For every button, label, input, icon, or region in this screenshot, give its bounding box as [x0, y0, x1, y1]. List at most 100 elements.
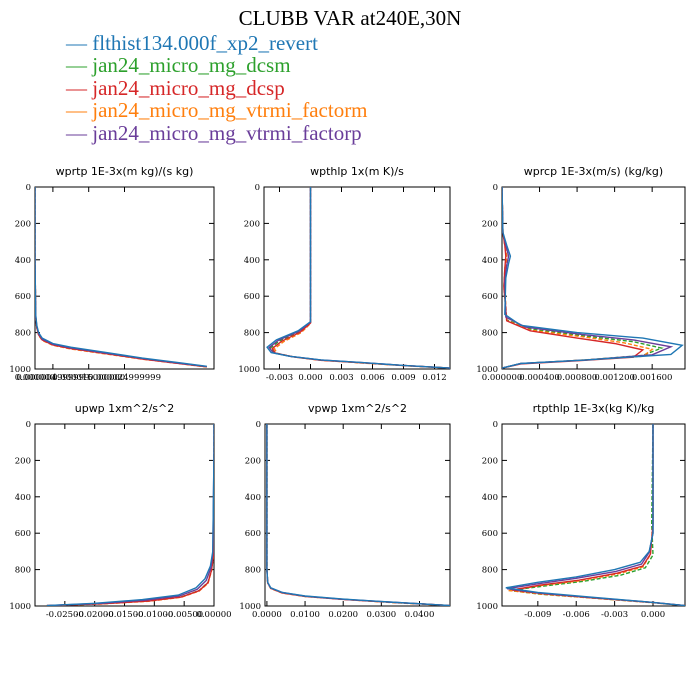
y-tick-label: 600	[15, 529, 31, 539]
x-tick-label: 0.000015000000	[52, 373, 125, 383]
legend-item: — jan24_micro_mg_vtrmi_factorm	[66, 99, 368, 121]
y-tick-label: 600	[15, 292, 31, 302]
x-tick-label: -0.003	[266, 373, 293, 383]
y-tick-label: 1000	[476, 365, 498, 375]
y-tick-label: 800	[482, 566, 498, 576]
panel: upwp 1xm^2/s^202004006008001000-0.02500-…	[9, 402, 231, 620]
series-line-0	[46, 424, 214, 606]
series-line-2	[46, 424, 214, 606]
panel-title: rtpthlp 1E-3x(kg K)/kg	[533, 402, 655, 415]
plot-frame	[263, 186, 451, 370]
x-tick-label: 0.000	[641, 610, 665, 620]
series-line-1	[509, 424, 685, 606]
y-tick-label: 1000	[9, 365, 31, 375]
x-tick-label: -0.02500	[46, 610, 84, 620]
y-tick-label: 200	[245, 456, 261, 466]
legend-dash: —	[66, 120, 93, 145]
legend-label: jan24_micro_mg_vtrmi_factorm	[92, 98, 368, 123]
y-tick-label: 800	[15, 329, 31, 339]
y-tick-label: 600	[482, 292, 498, 302]
legend-label: jan24_micro_mg_dcsp	[92, 75, 285, 100]
legend-item: — jan24_micro_mg_vtrmi_factorp	[66, 120, 368, 145]
series-line-2	[266, 424, 450, 606]
x-tick-label: 0.000004999999	[16, 373, 89, 383]
y-tick-label: 200	[15, 219, 31, 229]
y-tick-label: 0	[26, 183, 31, 193]
series-line-3	[46, 424, 214, 606]
legend-label: flthist134.000f_xp2_revert	[92, 31, 318, 55]
x-tick-label: 0.001600	[632, 373, 673, 383]
x-tick-label: -0.009	[524, 610, 551, 620]
series-line-2	[502, 187, 645, 369]
x-tick-label: -0.00500	[165, 610, 203, 620]
panel-title: vpwp 1xm^2/s^2	[308, 402, 407, 415]
x-tick-label: -0.003	[601, 610, 628, 620]
panel-title: wpthlp 1x(m K)/s	[310, 165, 404, 178]
y-tick-label: 800	[482, 329, 498, 339]
y-tick-label: 400	[482, 493, 498, 503]
x-tick-label: 0.0300	[366, 610, 396, 620]
y-tick-label: 1000	[476, 602, 498, 612]
legend-dash: —	[66, 31, 93, 55]
plot-frame	[34, 186, 215, 370]
y-tick-label: 600	[245, 529, 261, 539]
y-tick-label: 1000	[238, 365, 260, 375]
x-tick-label: 0.012	[422, 373, 446, 383]
series-line-4	[502, 187, 674, 369]
series-line-0	[502, 187, 684, 369]
x-tick-label: 0.000000	[482, 373, 523, 383]
y-tick-label: 1000	[9, 602, 31, 612]
y-tick-label: 600	[482, 529, 498, 539]
series-line-3	[508, 424, 685, 606]
plot-frame	[264, 423, 451, 607]
y-tick-label: 400	[244, 256, 260, 266]
x-tick-label: -0.01500	[105, 610, 143, 620]
panel-title: wprtp 1E-3x(m kg)/(s kg)	[56, 165, 194, 178]
y-tick-label: 800	[244, 329, 260, 339]
x-tick-label: 0.000	[298, 373, 322, 383]
plot-frame	[501, 186, 686, 370]
legend-item: — jan24_micro_mg_dcsm	[66, 54, 368, 76]
series-line-0	[505, 424, 685, 606]
x-tick-label: 0.0000	[252, 610, 282, 620]
x-tick-label: 0.006	[360, 373, 384, 383]
y-tick-label: 0	[26, 420, 31, 430]
series-line-3	[266, 424, 450, 606]
x-tick-label: 0.000800	[557, 373, 598, 383]
x-tick-label: -0.006	[563, 610, 590, 620]
panel-title: wprcp 1E-3x(m/s) (kg/kg)	[524, 165, 663, 178]
legend: — flthist134.000f_xp2_revert — jan24_mic…	[66, 32, 368, 144]
y-tick-label: 200	[482, 219, 498, 229]
series-line-4	[268, 187, 450, 369]
figure-title: CLUBB VAR at240E,30N	[238, 6, 462, 30]
x-tick-label: 0.000400	[519, 373, 560, 383]
series-line-2	[35, 187, 207, 368]
y-tick-label: 200	[15, 456, 31, 466]
x-tick-label: 0.000024999999	[88, 373, 161, 383]
series-line-4	[266, 424, 450, 606]
legend-dash: —	[66, 98, 93, 123]
y-tick-label: 0	[493, 420, 498, 430]
series-line-2	[271, 187, 450, 369]
series-line-3	[35, 187, 207, 368]
series-line-1	[46, 424, 214, 606]
legend-item: — flthist134.000f_xp2_revert	[66, 32, 368, 54]
series-line-1	[269, 187, 450, 369]
y-tick-label: 800	[245, 566, 261, 576]
series-line-4	[35, 187, 207, 368]
y-tick-label: 0	[255, 183, 260, 193]
x-tick-label: 0.003	[329, 373, 353, 383]
x-tick-label: 0.0100	[290, 610, 320, 620]
x-tick-label: 0.0200	[328, 610, 358, 620]
panel-title: upwp 1xm^2/s^2	[75, 402, 175, 415]
plot-frame	[34, 423, 215, 607]
series-line-1	[35, 187, 207, 368]
y-tick-label: 400	[15, 256, 31, 266]
panel: rtpthlp 1E-3x(kg K)/kg 0 200 400 600 800 1000 -…	[476, 402, 686, 620]
x-tick-label: 0.00000	[196, 610, 231, 620]
legend-label: jan24_micro_mg_dcsm	[92, 53, 291, 78]
y-tick-label: 0	[493, 183, 498, 193]
y-tick-label: 400	[482, 256, 498, 266]
